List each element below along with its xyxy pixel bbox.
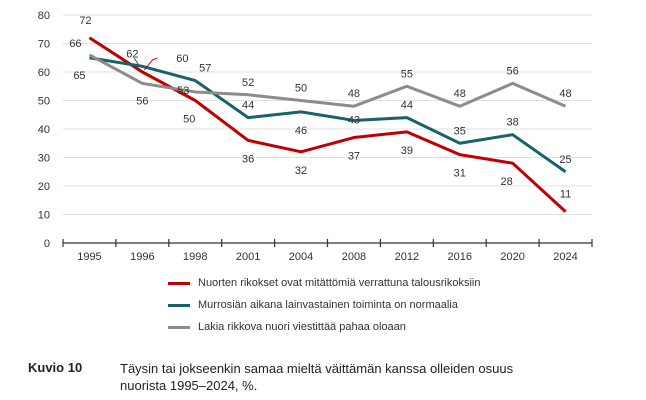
legend-label: Murrosiän aikana lainvastainen toiminta … xyxy=(198,299,458,311)
data-label: 57 xyxy=(199,63,211,75)
leader-line xyxy=(133,58,141,68)
data-label: 11 xyxy=(560,189,571,201)
data-label: 52 xyxy=(242,77,254,89)
data-label: 35 xyxy=(454,125,466,137)
series-line-1 xyxy=(89,56,567,173)
x-tick-label: 1996 xyxy=(130,251,154,263)
figure-caption: Kuvio 10 Täysin tai jokseenkin samaa mie… xyxy=(28,360,560,394)
legend-swatch xyxy=(168,325,190,329)
x-tick-label: 1995 xyxy=(77,251,101,263)
data-label: 56 xyxy=(507,65,519,77)
y-tick-label: 0 xyxy=(44,238,50,250)
data-label: 48 xyxy=(454,88,466,100)
data-label: 66 xyxy=(69,38,81,50)
x-tick-label: 2012 xyxy=(395,251,419,263)
data-label: 50 xyxy=(295,83,307,95)
y-tick-label: 50 xyxy=(38,96,50,108)
legend-item-teal: Murrosiän aikana lainvastainen toiminta … xyxy=(168,294,480,316)
x-tick-label: 1998 xyxy=(183,251,207,263)
data-label: 32 xyxy=(295,165,307,177)
data-label: 48 xyxy=(559,88,571,100)
y-tick-label: 10 xyxy=(38,210,50,222)
legend-swatch xyxy=(168,303,190,307)
data-label: 38 xyxy=(507,117,519,129)
data-label: 39 xyxy=(401,145,413,157)
data-label: 28 xyxy=(501,176,513,188)
line-chart: 0 10 20 30 40 50 60 70 80 1995 1996 1998 2001 2004 200… xyxy=(38,10,593,263)
data-label: 55 xyxy=(401,68,413,80)
x-tick-label: 2004 xyxy=(289,251,313,263)
x-tick-label: 2001 xyxy=(236,251,260,263)
data-label: 62 xyxy=(126,48,138,60)
y-tick-label: 40 xyxy=(38,124,50,136)
y-tick-label: 60 xyxy=(38,67,50,79)
legend-swatch xyxy=(168,281,190,285)
legend: Nuorten rikokset ovat mitättömiä verratt… xyxy=(168,272,480,338)
legend-label: Nuorten rikokset ovat mitättömiä verratt… xyxy=(198,277,481,289)
caption-text: Täysin tai jokseenkin samaa mieltä väitt… xyxy=(120,361,514,393)
data-label: 46 xyxy=(295,125,307,137)
x-tick-label: 2008 xyxy=(342,251,366,263)
y-tick-label: 70 xyxy=(38,39,50,51)
data-label: 48 xyxy=(348,88,360,100)
y-tick-label: 20 xyxy=(38,181,50,193)
data-label: 36 xyxy=(242,153,254,165)
data-label: 37 xyxy=(348,151,360,163)
data-label: 60 xyxy=(176,53,188,65)
x-tick-label: 2020 xyxy=(500,251,524,263)
caption-label: Kuvio 10 xyxy=(28,360,83,375)
y-tick-label: 30 xyxy=(38,153,50,165)
x-tick-label: 2024 xyxy=(553,251,577,263)
y-tick-label: 80 xyxy=(38,10,50,22)
x-tick-label: 2016 xyxy=(448,251,472,263)
data-label: 53 xyxy=(177,85,189,97)
data-label: 25 xyxy=(559,154,571,166)
data-label: 31 xyxy=(454,168,466,180)
data-label: 50 xyxy=(183,114,195,126)
legend-label: Lakia rikkova nuori viestittää pahaa olo… xyxy=(198,321,406,333)
data-label: 43 xyxy=(348,114,360,126)
leader-line xyxy=(143,57,158,71)
legend-item-red: Nuorten rikokset ovat mitättömiä verratt… xyxy=(168,272,480,294)
legend-item-gray: Lakia rikkova nuori viestittää pahaa olo… xyxy=(168,316,480,338)
data-label: 65 xyxy=(73,70,85,82)
series-line-2 xyxy=(88,53,567,108)
data-label: 72 xyxy=(79,15,91,27)
data-label: 56 xyxy=(136,95,148,107)
data-label: 44 xyxy=(242,100,254,112)
data-label: 44 xyxy=(401,100,413,112)
